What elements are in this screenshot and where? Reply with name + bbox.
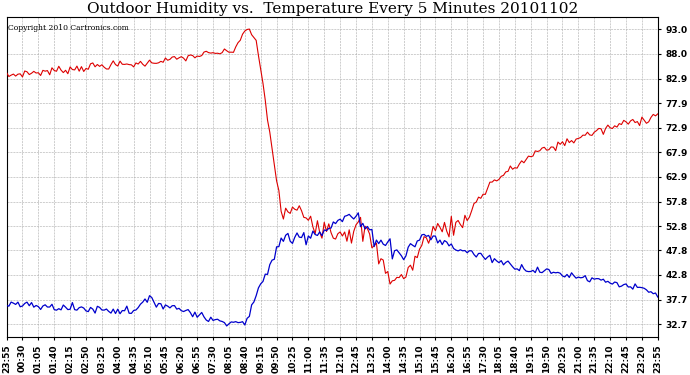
Title: Outdoor Humidity vs.  Temperature Every 5 Minutes 20101102: Outdoor Humidity vs. Temperature Every 5…: [86, 2, 578, 16]
Text: Copyright 2010 Cartronics.com: Copyright 2010 Cartronics.com: [8, 24, 129, 32]
